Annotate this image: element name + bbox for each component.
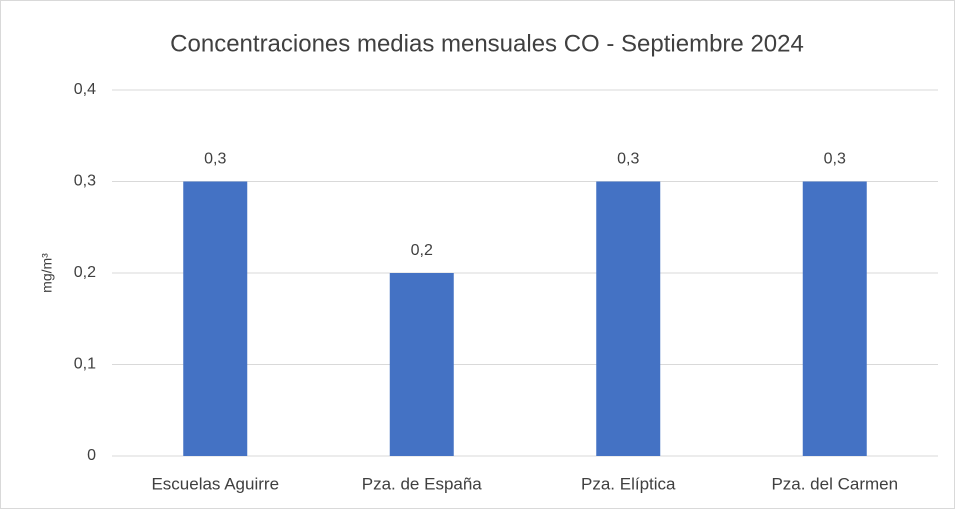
x-tick-label: Escuelas Aguirre [151, 474, 279, 493]
chart-title: Concentraciones medias mensuales CO - Se… [170, 30, 804, 57]
value-label: 0,3 [824, 151, 846, 168]
y-tick-label: 0,1 [74, 356, 96, 373]
bar [389, 273, 454, 456]
y-tick-label: 0 [87, 447, 96, 464]
value-label: 0,2 [411, 242, 433, 259]
bar [596, 181, 661, 456]
x-tick-label: Pza. de España [362, 474, 483, 493]
value-label: 0,3 [204, 151, 226, 168]
value-label: 0,3 [617, 151, 639, 168]
y-tick-label: 0,3 [74, 173, 96, 190]
bar [802, 181, 867, 456]
x-tick-label: Pza. del Carmen [771, 474, 898, 493]
y-axis-label: mg/m³ [39, 253, 55, 293]
x-tick-label: Pza. Elíptica [581, 474, 676, 493]
y-tick-label: 0,4 [74, 81, 96, 98]
y-tick-label: 0,2 [74, 264, 96, 281]
bar [183, 181, 248, 456]
